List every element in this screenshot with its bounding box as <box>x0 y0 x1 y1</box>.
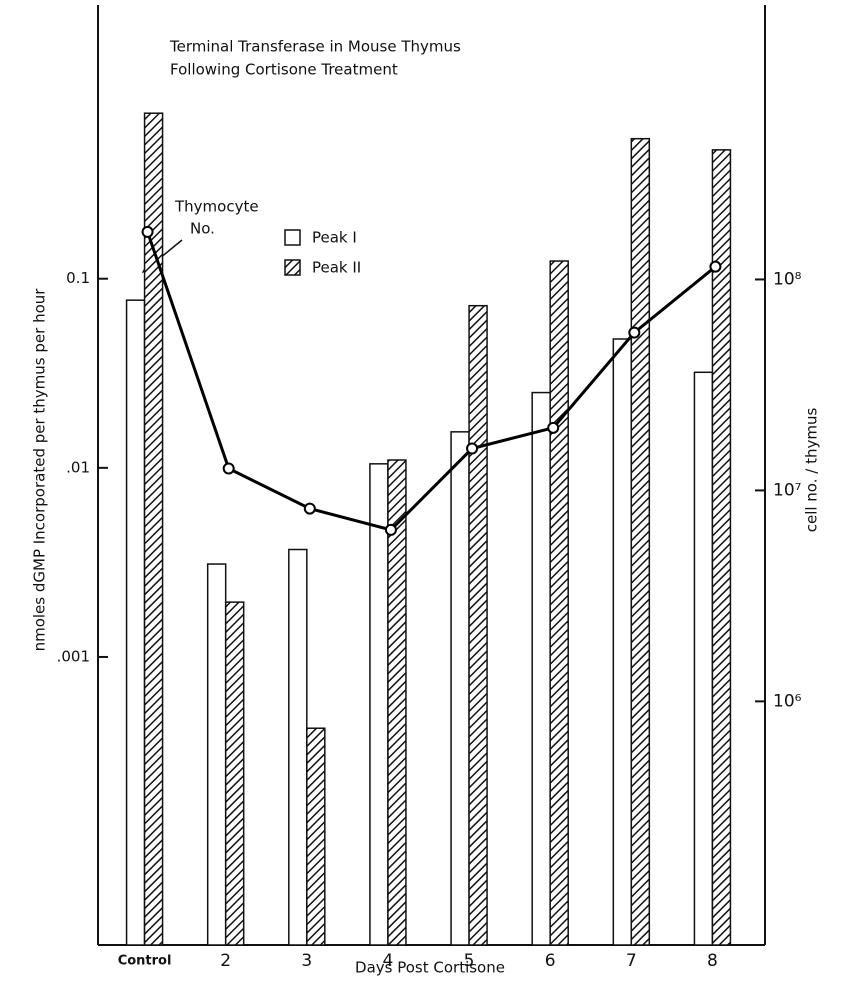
line-point <box>466 442 479 455</box>
bar <box>612 338 633 946</box>
y-tick-label: 0.1 <box>66 269 90 287</box>
y2-tick-label: 10⁷ <box>773 480 802 500</box>
bar <box>711 149 732 946</box>
legend-label: Peak II <box>312 259 361 277</box>
x-tick-label: 8 <box>707 951 718 971</box>
x-tick-label: 6 <box>545 951 556 971</box>
line-point <box>709 260 722 273</box>
bar <box>306 727 326 946</box>
annotation: No. <box>190 220 215 238</box>
chart-title: Following Cortisone Treatment <box>170 61 398 79</box>
chart-title: Terminal Transferase in Mouse Thymus <box>169 38 461 56</box>
legend-swatch <box>284 229 301 246</box>
bar <box>369 463 389 946</box>
bar <box>549 260 569 946</box>
x-tick-label: 2 <box>220 951 231 971</box>
line-point <box>628 326 641 339</box>
bar <box>468 304 488 946</box>
bar <box>288 548 308 946</box>
x-axis-label: Days Post Cortisone <box>355 959 505 977</box>
y2-tick-label: 10⁸ <box>773 269 802 289</box>
legend-label: Peak I <box>312 229 357 247</box>
x-tick-label: 4 <box>383 951 394 971</box>
line-point <box>384 523 397 536</box>
bar <box>693 371 714 946</box>
bar <box>450 431 470 946</box>
line-point <box>141 225 154 238</box>
y-tick-label: .01 <box>66 458 90 476</box>
y2-tick-label: 10⁶ <box>773 691 802 711</box>
line <box>146 231 717 532</box>
y-axis-label: nmoles dGMP Incorporated per thymus per … <box>31 288 49 652</box>
x-tick-label: 5 <box>464 951 475 971</box>
y2-axis-label: cell no. / thymus <box>803 408 821 533</box>
bar <box>387 459 407 946</box>
x-tick-label: Control <box>118 954 172 969</box>
x-tick-label: 3 <box>301 951 312 971</box>
y-tick-label: .001 <box>57 647 90 665</box>
bar <box>630 137 651 946</box>
bar <box>125 299 146 946</box>
legend-swatch <box>284 259 301 276</box>
line-point <box>547 421 560 434</box>
line-point <box>303 502 316 515</box>
bar <box>224 601 245 946</box>
line-point <box>222 462 235 475</box>
x-tick-label: 7 <box>626 951 637 971</box>
bar <box>531 391 551 946</box>
bar <box>206 563 227 946</box>
bar <box>143 112 164 946</box>
annotation: Thymocyte <box>174 198 259 216</box>
